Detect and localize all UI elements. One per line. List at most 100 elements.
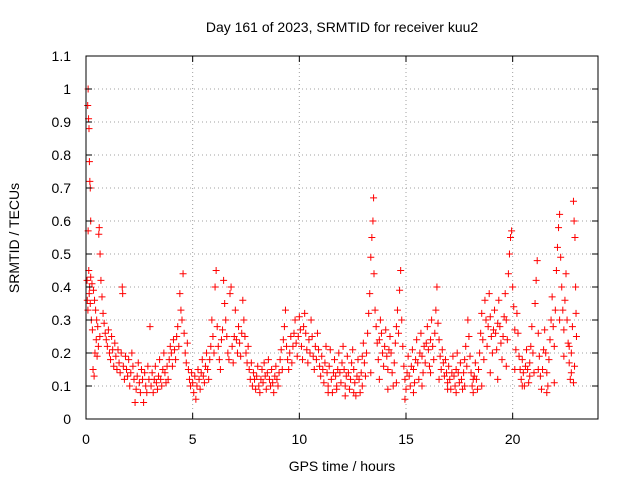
data-point [93,352,101,360]
data-point [146,323,154,331]
data-point [125,356,133,364]
data-point [192,395,200,403]
data-point [460,369,468,377]
data-point [115,359,123,367]
data-point [444,385,452,393]
y-tick-label: 0.6 [52,213,72,229]
data-point [344,369,352,377]
data-point [333,382,341,390]
data-point [217,336,225,344]
data-point [317,372,325,380]
data-point [88,280,96,288]
data-point [360,359,368,367]
data-point [302,329,310,337]
data-point [156,356,164,364]
data-point [126,382,134,390]
data-point [478,309,486,317]
data-point [504,270,512,278]
data-point [132,385,140,393]
data-point [496,323,504,331]
data-point [563,316,571,324]
data-point [468,382,476,390]
data-point [244,342,252,350]
data-point [281,306,289,314]
data-point [476,349,484,357]
data-point [307,316,315,324]
data-point [153,385,161,393]
data-point [425,362,433,370]
data-point [532,276,540,284]
data-point [357,369,365,377]
data-point [411,379,419,387]
data-point [413,336,421,344]
data-point [466,352,474,360]
data-point [85,125,93,133]
y-tick-label: 0.8 [52,147,72,163]
data-point [260,359,268,367]
data-point [572,309,580,317]
data-point [572,283,580,291]
data-point [547,316,555,324]
data-point [238,329,246,337]
data-point [165,356,173,364]
y-tick-label: 0.5 [52,246,72,262]
data-point [571,362,579,370]
data-point [405,372,413,380]
data-point [376,316,384,324]
data-point [92,336,100,344]
data-point [399,342,407,350]
data-point [486,369,494,377]
data-point [320,379,328,387]
x-tick-labels: 0 5 10 15 20 [82,431,521,447]
data-point [351,379,359,387]
data-point [386,333,394,340]
data-point [513,309,521,317]
data-point [94,323,102,331]
data-point [100,319,108,327]
data-point [272,362,280,370]
data-point [432,306,440,314]
data-point [364,329,372,337]
data-point [565,342,573,350]
data-point [503,336,511,344]
data-point [111,339,119,347]
data-point [507,234,515,241]
data-point [486,313,494,321]
data-point [94,342,102,350]
data-point [565,359,573,367]
x-tick-label: 10 [292,431,308,447]
data-point [98,293,106,301]
data-point [264,356,272,364]
data-point [404,352,412,360]
data-point [524,366,532,373]
data-point [397,267,405,274]
data-point [269,379,277,387]
data-point [327,375,335,383]
data-point [555,224,563,232]
data-point [363,349,371,357]
data-point [422,339,430,347]
data-points [83,85,580,406]
data-point [424,346,432,354]
data-point [562,270,570,278]
data-point [358,382,366,390]
data-point [241,333,249,340]
data-point [166,342,174,350]
data-point [415,375,423,383]
data-point [188,369,196,377]
data-point [388,369,396,377]
data-point [304,359,312,367]
data-point [401,395,409,403]
y-axis-label: SRMTID / TECUs [6,183,22,293]
data-point [235,323,243,331]
data-point [213,323,221,331]
data-point [433,283,441,291]
data-point [324,389,332,397]
data-point [91,296,99,304]
data-point [361,372,369,380]
data-point [276,356,284,364]
data-point [210,349,218,357]
data-point [134,359,142,367]
data-point [309,352,317,360]
data-point [514,329,522,337]
